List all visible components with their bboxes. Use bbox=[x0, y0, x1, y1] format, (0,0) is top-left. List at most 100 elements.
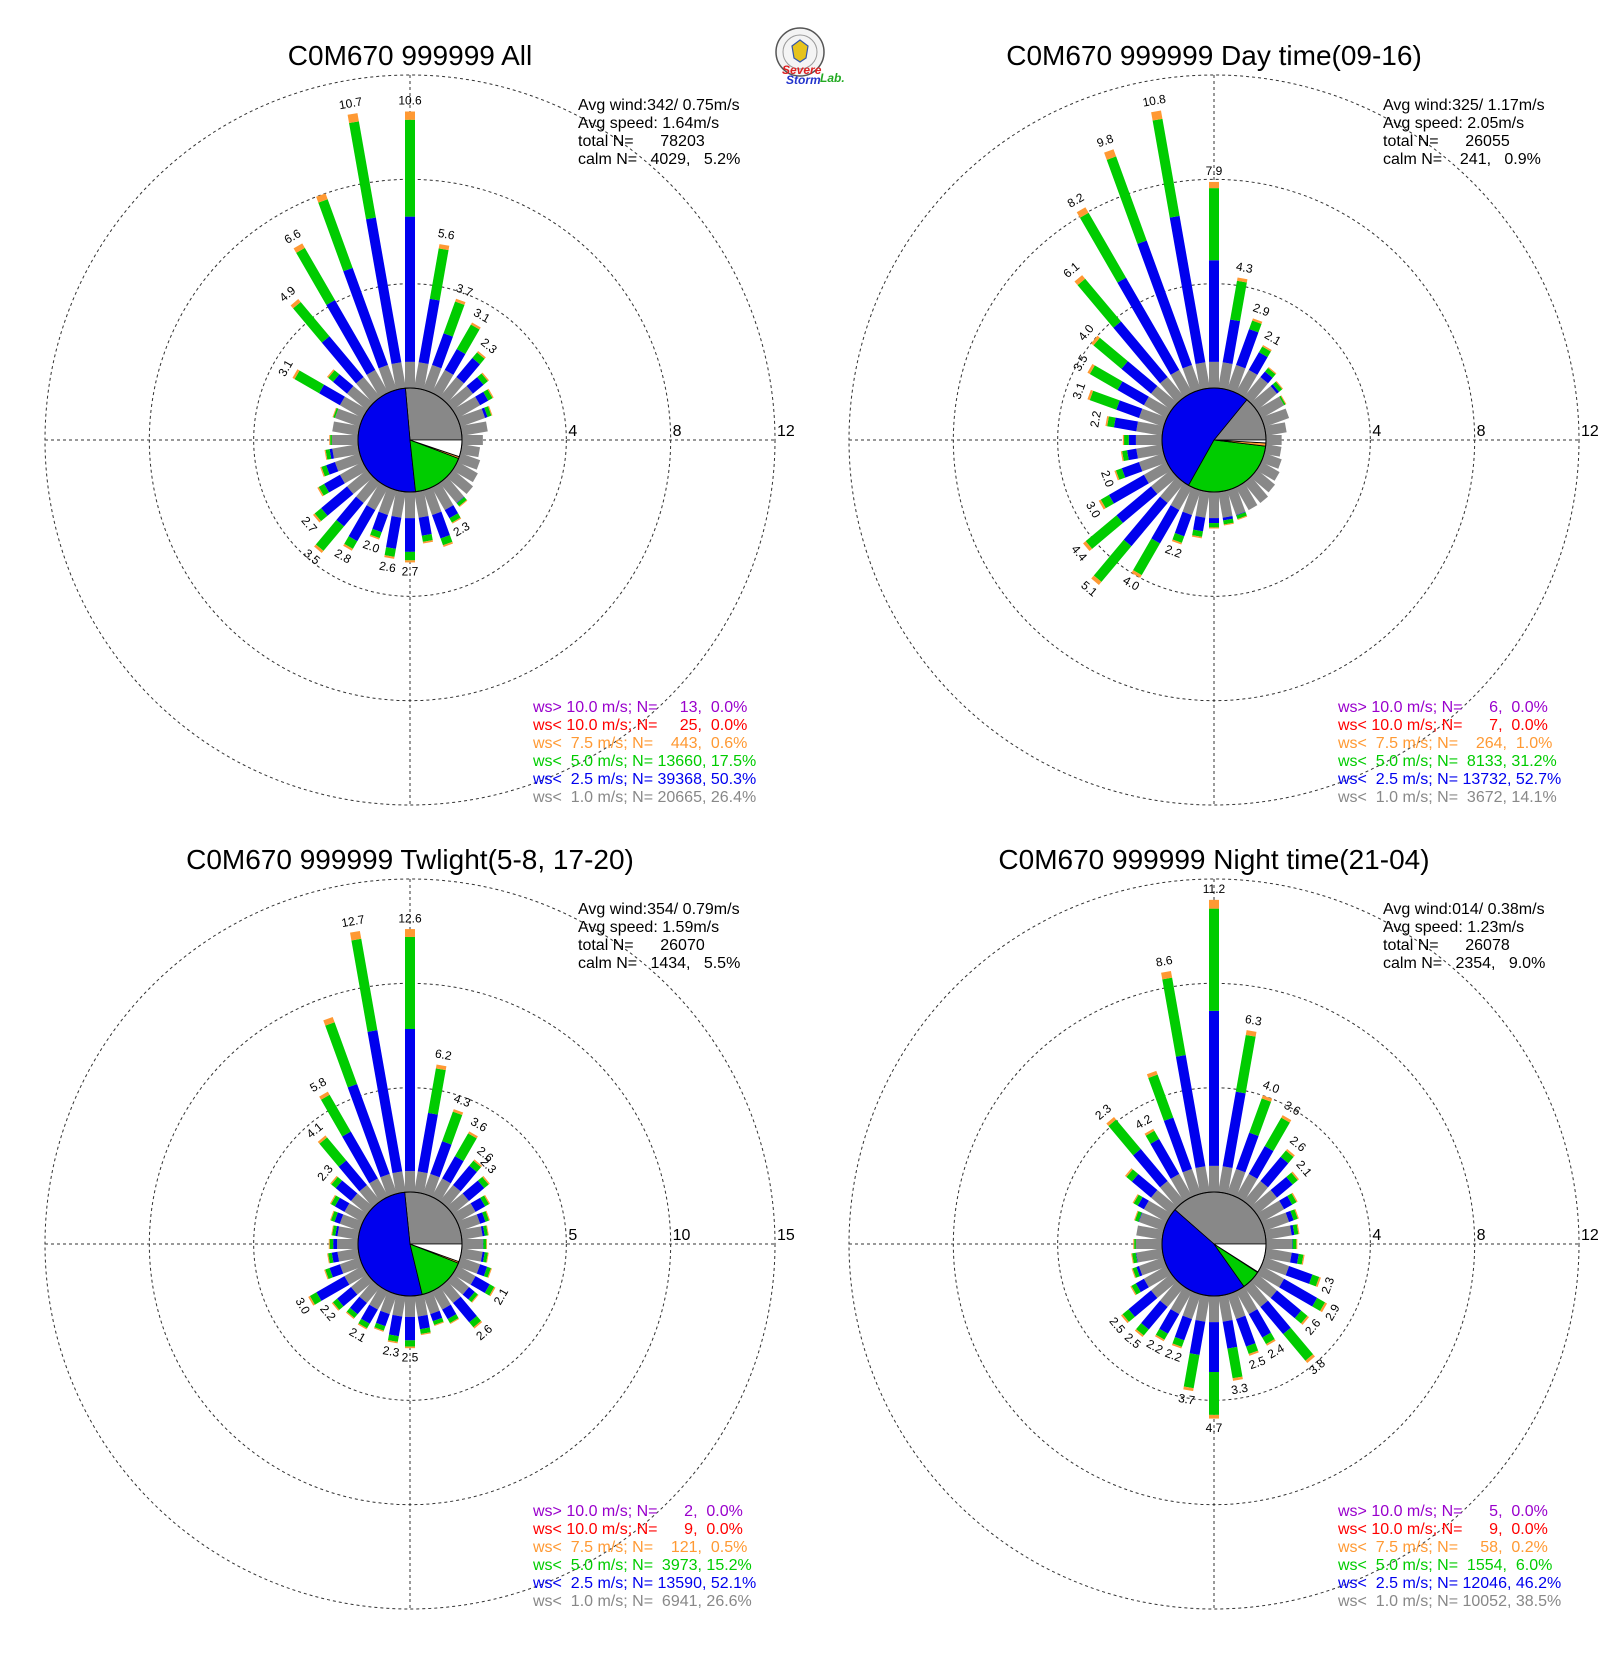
bar-segment bbox=[337, 1248, 360, 1262]
bar-segment bbox=[308, 1296, 315, 1306]
bar-segment bbox=[349, 1296, 367, 1315]
bar-segment bbox=[333, 407, 339, 418]
stat-line: Avg wind:342/ 0.75m/s bbox=[578, 97, 740, 114]
bar-segment bbox=[483, 1252, 488, 1263]
bar-segment bbox=[374, 1322, 386, 1331]
bar-segment bbox=[468, 1291, 478, 1303]
bar-label: 2.3 bbox=[1318, 1275, 1337, 1296]
bar-segment bbox=[1128, 1290, 1158, 1317]
bar-segment bbox=[325, 1268, 333, 1279]
bar-segment bbox=[1223, 518, 1234, 525]
bar-segment bbox=[460, 421, 488, 436]
bar-segment bbox=[1193, 516, 1206, 532]
bar-segment bbox=[453, 1296, 477, 1323]
bar-segment bbox=[1256, 1265, 1285, 1288]
bar-segment bbox=[1195, 1294, 1210, 1322]
bar-segment bbox=[1267, 366, 1277, 375]
bar-segment bbox=[313, 513, 322, 523]
bar-label: 2.2 bbox=[1087, 409, 1104, 428]
bar-segment bbox=[1256, 1200, 1285, 1223]
bar-segment bbox=[359, 1184, 381, 1208]
bar-segment bbox=[378, 364, 397, 393]
bar-segment bbox=[336, 496, 364, 527]
bar-segment bbox=[1087, 364, 1095, 375]
bar-segment bbox=[1143, 1265, 1172, 1288]
bar-segment bbox=[454, 1133, 477, 1162]
bar-segment bbox=[1248, 1350, 1259, 1356]
bar-segment bbox=[473, 1320, 483, 1329]
bar-segment bbox=[446, 1193, 470, 1215]
wind-rose-panel-0: 4 8 1210.65.63.73.12.32.32.72.62.02.83.52.… bbox=[44, 40, 795, 806]
bar-segment bbox=[1182, 364, 1201, 393]
bar-segment bbox=[314, 508, 328, 522]
bar-segment bbox=[476, 350, 486, 359]
bar-segment bbox=[293, 301, 330, 343]
bar-segment bbox=[1132, 1194, 1139, 1204]
bar-segment bbox=[365, 217, 402, 364]
bar-segment bbox=[417, 1112, 438, 1174]
bar-segment bbox=[481, 372, 490, 382]
bar-segment bbox=[1098, 499, 1106, 510]
bar-segment bbox=[1079, 212, 1127, 283]
bar-segment bbox=[1256, 461, 1280, 481]
bar-segment bbox=[1248, 1146, 1274, 1179]
bar-label: 3.1 bbox=[1070, 380, 1089, 401]
bar-segment bbox=[423, 487, 442, 516]
legend-entry: ws> 10.0 m/s; N= 6, 0.0% bbox=[1337, 699, 1548, 716]
bar-segment bbox=[334, 408, 363, 427]
bar-segment bbox=[350, 930, 362, 941]
bar-segment bbox=[329, 1264, 344, 1278]
bar-segment bbox=[1283, 1327, 1314, 1361]
ring-label: 5 bbox=[568, 1227, 577, 1244]
legend-entry: ws< 7.5 m/s; N= 264, 1.0% bbox=[1337, 735, 1552, 752]
bar-segment bbox=[334, 1197, 350, 1212]
bar-segment bbox=[332, 1298, 344, 1310]
bar-segment bbox=[1113, 417, 1138, 432]
bar-segment bbox=[449, 513, 461, 523]
bar-segment bbox=[1132, 1252, 1138, 1264]
bar-segment bbox=[446, 1273, 470, 1295]
bar-segment bbox=[442, 1111, 463, 1145]
bar-segment bbox=[1250, 385, 1278, 411]
bar-segment bbox=[1170, 1173, 1193, 1202]
bar-segment bbox=[484, 406, 492, 418]
bar-segment bbox=[323, 1016, 335, 1026]
bar-segment bbox=[1172, 532, 1185, 543]
bar-label: 2.6 bbox=[378, 559, 397, 576]
bar-label: 12.6 bbox=[398, 911, 422, 925]
bar-segment bbox=[484, 1284, 495, 1296]
bar-segment bbox=[1287, 1193, 1297, 1205]
bar-segment bbox=[1133, 1148, 1168, 1188]
bar-segment bbox=[449, 1318, 460, 1325]
bar-segment bbox=[1290, 1209, 1298, 1221]
bar-segment bbox=[1117, 277, 1180, 375]
bar-segment bbox=[1131, 1283, 1141, 1295]
ring-label: 4 bbox=[568, 423, 577, 440]
bar-segment bbox=[317, 1135, 328, 1144]
bar-label: 2.5 bbox=[402, 1350, 419, 1364]
bar-segment bbox=[455, 298, 466, 305]
bar-segment bbox=[1108, 474, 1149, 504]
bar-segment bbox=[1114, 470, 1120, 481]
bar-segment bbox=[351, 938, 378, 1032]
bar-segment bbox=[1260, 1156, 1289, 1188]
bar-segment bbox=[475, 391, 489, 406]
stat-line: calm N= 241, 0.9% bbox=[1383, 151, 1541, 168]
bar-segment bbox=[343, 267, 388, 369]
bar-segment bbox=[1134, 1329, 1144, 1338]
bar-segment bbox=[1155, 1328, 1168, 1340]
bar-segment bbox=[439, 1184, 461, 1208]
bar-segment bbox=[483, 1266, 492, 1278]
bar-segment bbox=[432, 511, 450, 539]
bar-segment bbox=[328, 1252, 334, 1264]
bar-segment bbox=[481, 407, 488, 418]
bar-segment bbox=[1183, 1353, 1200, 1389]
bar-segment bbox=[348, 505, 376, 542]
bar-segment bbox=[451, 517, 462, 524]
bar-segment bbox=[1083, 541, 1093, 552]
legend-entry: ws< 1.0 m/s; N= 6941, 26.6% bbox=[532, 1593, 752, 1610]
bar-segment bbox=[1270, 1176, 1293, 1198]
legend-entry: ws> 10.0 m/s; N= 13, 0.0% bbox=[532, 699, 747, 716]
bar-segment bbox=[384, 547, 396, 557]
bar-segment bbox=[1222, 1320, 1238, 1349]
